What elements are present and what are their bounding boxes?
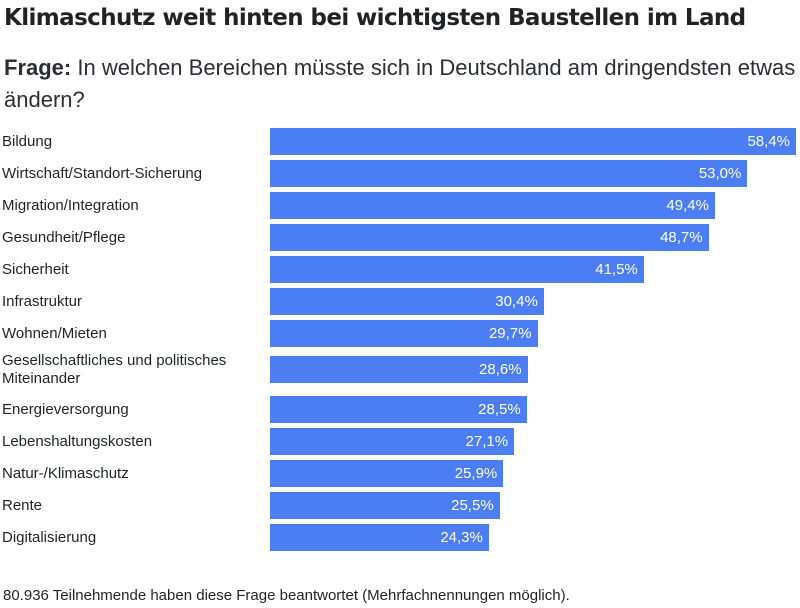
category-label: Rente: [2, 496, 43, 514]
question-subtitle: Frage: In welchen Bereichen müsste sich …: [4, 52, 796, 116]
value-label: 41,5%: [595, 261, 638, 278]
category-label: Sicherheit: [2, 260, 69, 278]
bar: [270, 160, 748, 187]
bar: [270, 460, 504, 487]
value-label: 53,0%: [698, 165, 742, 182]
question-text: In welchen Bereichen müsste sich in Deut…: [4, 55, 796, 112]
bar: [270, 256, 644, 283]
value-label: 28,6%: [479, 361, 522, 378]
value-label: 27,1%: [465, 433, 509, 450]
category-label: Lebenshaltungskosten: [2, 432, 153, 450]
bar: [270, 356, 528, 383]
category-label: Natur-/Klimaschutz: [2, 464, 129, 482]
value-label: 28,5%: [478, 401, 521, 418]
bar: [270, 288, 544, 315]
category-label: Digitalisierung: [2, 528, 97, 546]
bar: [270, 192, 715, 219]
category-label: Wirtschaft/Standort-Sicherung: [2, 164, 203, 182]
footnote: 80.936 Teilnehmende haben diese Frage be…: [3, 587, 570, 604]
value-label: 25,9%: [454, 465, 498, 482]
category-label: Bildung: [2, 132, 53, 150]
category-label: Gesellschaftliches und politisches Mitei…: [2, 351, 227, 387]
value-label: 30,4%: [495, 293, 538, 310]
category-label: Energieversorgung: [2, 400, 129, 418]
value-label: 48,7%: [660, 229, 703, 246]
value-label: 25,5%: [451, 497, 494, 514]
category-label: Infrastruktur: [2, 292, 83, 310]
category-label: Migration/Integration: [2, 196, 139, 214]
question-label: Frage:: [4, 55, 72, 80]
value-label: 24,3%: [440, 529, 483, 546]
bar: [270, 320, 538, 347]
bar: [270, 492, 500, 519]
bar: [270, 128, 796, 155]
category-label: Gesundheit/Pflege: [2, 228, 126, 246]
bar-chart: Bildung 58,4% Wirtschaft/Standort-Sicherun…: [0, 125, 800, 555]
value-label: 49,4%: [666, 197, 709, 214]
value-label: 58,4%: [747, 133, 790, 150]
bar: [270, 224, 709, 251]
category-label: Wohnen/Mieten: [2, 324, 107, 342]
bar: [270, 524, 489, 551]
bar: [270, 396, 527, 423]
chart-title: Klimaschutz weit hinten bei wichtigsten …: [4, 5, 746, 31]
value-label: 29,7%: [488, 325, 532, 342]
bar: [270, 428, 515, 455]
